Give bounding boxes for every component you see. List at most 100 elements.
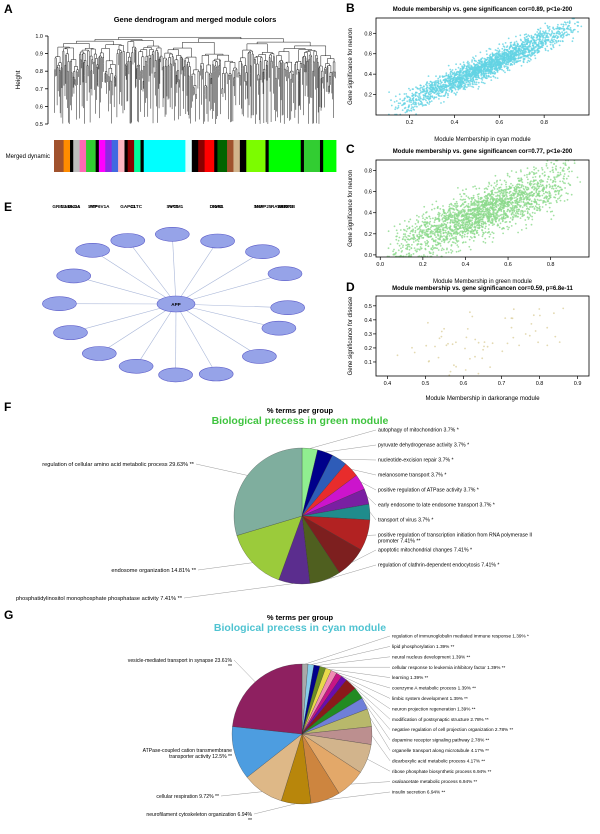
y-tick-label: 0.4	[364, 318, 372, 324]
y-tick-label: 0.7	[35, 87, 43, 93]
y-tick-label: 0.4	[364, 211, 372, 217]
y-tick-label: 0.0	[364, 253, 372, 259]
gene-node-label: CAMK2A	[61, 204, 81, 209]
y-tick-label: 0.3	[364, 332, 372, 338]
merged-module-color-band	[54, 140, 337, 172]
gene-node-label: VAMP2	[277, 204, 293, 209]
scatter-points	[388, 17, 583, 116]
gene-node: AP2M1	[158, 204, 193, 383]
y-tick-label: 0.8	[364, 31, 372, 37]
slice-label: oxaloacetate metabolic process 6.94% **	[392, 779, 477, 784]
x-axis-label: Module Membership in cyan module	[434, 137, 531, 143]
slice-label: transport of virus 3.7% *	[378, 518, 433, 524]
y-tick-label: 0.2	[364, 93, 372, 99]
network-edges	[59, 234, 288, 375]
gene-node-label: ATP6V1A	[89, 204, 110, 209]
gene-node-label: SYT1	[167, 204, 179, 209]
pie-wedges	[231, 663, 373, 805]
leader-lines	[183, 429, 377, 599]
y-axis-label: Gene significance for disease	[348, 296, 354, 375]
x-tick-label: 0.4	[451, 120, 459, 126]
gene-node-label: APP	[171, 302, 180, 307]
slice-label: negative regulation of cell projection o…	[392, 727, 513, 732]
slice-label: learning 1.39% **	[392, 675, 428, 680]
x-tick-label: 0.6	[495, 120, 503, 126]
pie-cyan-module: regulation of immunoglobulin mediated im…	[128, 634, 529, 824]
gene-node: SYN1	[200, 204, 235, 249]
y-tick-label: 0.2	[364, 232, 372, 238]
x-axis-label: Module Membership in green module	[433, 279, 533, 285]
hub-gene-node: APP	[156, 295, 196, 313]
slice-label: apoptotic mitochondrial changes 7.41% *	[378, 548, 472, 554]
slice-label: ribose phosphate biosynthetic process 6.…	[392, 769, 491, 774]
y-tick-label: 1.0	[35, 34, 43, 40]
gene-node-label: GAP43	[120, 204, 136, 209]
gene-node-label: STX1B	[280, 204, 295, 209]
dendrogram-panel: Gene dendrogram and merged module colors…	[6, 15, 337, 172]
gene-node: GRIN1	[42, 204, 77, 311]
x-tick-label: 0.2	[406, 120, 414, 126]
panel-label-f: F	[4, 400, 12, 414]
x-tick-label: 0.9	[574, 381, 582, 387]
pie-wedges	[233, 447, 371, 585]
slice-label: positive regulation of ATPase activity 3…	[378, 488, 479, 494]
x-tick-label: 0.2	[419, 262, 427, 268]
slice-label: cellular respiration 9.72% **	[156, 794, 219, 800]
slice-label: limbic system development 1.39% **	[392, 696, 468, 701]
slice-label: organelle transport along microtubule 4.…	[392, 748, 489, 753]
x-tick-label: 0.8	[547, 262, 555, 268]
gene-node: RAB3A	[261, 204, 297, 336]
gene-node: SNAP25	[245, 204, 280, 260]
scatter-cyan-panel: Module membership vs. gene significancen…	[348, 7, 590, 143]
y-tick-label: 0.9	[35, 52, 43, 58]
x-tick-label: 0.8	[536, 381, 544, 387]
gene-node: CLTC	[118, 204, 154, 374]
y-tick-label: 0.1	[364, 360, 372, 366]
slice-label: cellular response to leukemia inhibitory…	[392, 665, 506, 670]
plot-frame	[375, 159, 590, 258]
gene-node-label: SYP	[88, 204, 97, 209]
x-tick-label: 0.0	[376, 262, 384, 268]
panel-label-b: B	[346, 1, 355, 15]
gene-node-label: CLTC	[130, 204, 143, 209]
x-tick-label: 0.7	[498, 381, 506, 387]
y-tick-label: 0.6	[364, 52, 372, 58]
y-tick-label: 0.4	[364, 72, 372, 78]
x-tick-label: 0.5	[422, 381, 430, 387]
y-tick-label: 0.5	[35, 122, 43, 128]
pie-slice	[233, 447, 303, 536]
slice-label: neuron projection regeneration 1.39% **	[392, 706, 476, 711]
slice-label: lipid phosphorylation 1.39% **	[392, 644, 454, 649]
y-axis-label: Gene significance for neuron	[348, 170, 354, 247]
slice-label: phosphatidylinositol monophosphate phosp…	[16, 596, 183, 602]
pie-green-module: autophagy of mitochondrion 3.7% * pyruvat…	[16, 428, 532, 602]
y-axis-label: Height	[15, 70, 22, 89]
scatter-darkorange-panel: Module membership vs. gene significancen…	[348, 286, 590, 402]
panel-label-d: D	[346, 280, 355, 294]
y-axis-label: Gene significance for neuron	[348, 28, 354, 105]
slice-label: coenzyme A metabolic process 1.39% **	[392, 686, 476, 691]
band-label: Merged dynamic	[6, 154, 50, 160]
slice-label: regulation of cellular amino acid metabo…	[42, 462, 195, 468]
gene-node-label: SYN1	[212, 204, 224, 209]
slice-label: neural nucleus development 1.39% **	[392, 654, 470, 659]
slice-label: melanosome transport 3.7% *	[378, 473, 446, 479]
x-tick-label: 0.4	[462, 262, 470, 268]
gene-node-label: RAB3A	[271, 204, 288, 209]
panel-label-g: G	[4, 608, 14, 622]
slice-label: vesicle-mediated transport in synapse 23…	[128, 658, 233, 670]
slice-labels: autophagy of mitochondrion 3.7% * pyruvat…	[16, 428, 532, 602]
y-tick-label: 0.2	[364, 346, 372, 352]
slice-labels: regulation of immunoglobulin mediated im…	[128, 634, 529, 824]
pie-slice	[232, 663, 303, 735]
gene-node: GAP43	[110, 204, 146, 248]
y-tick-label: 0.8	[35, 69, 43, 75]
gene-node: DNM1	[198, 204, 234, 382]
slice-label: regulation of clathrin-dependent endocyt…	[378, 563, 499, 569]
gene-node-label: GRIN1	[52, 204, 66, 209]
x-tick-label: 0.4	[384, 381, 392, 387]
scatter-green-panel: Module membership vs. gene significancen…	[348, 149, 590, 285]
